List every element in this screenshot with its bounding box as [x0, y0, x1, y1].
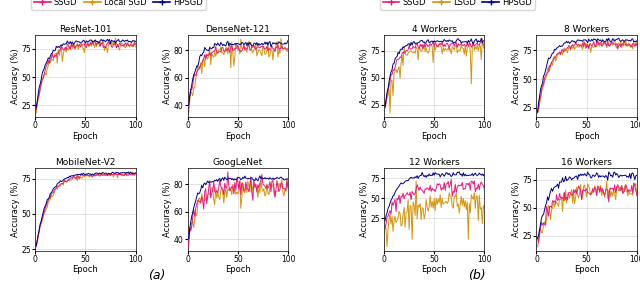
X-axis label: Epoch: Epoch — [72, 265, 98, 274]
Text: (a): (a) — [148, 269, 166, 282]
Legend: SSGD, LSGD, HPSGD: SSGD, LSGD, HPSGD — [380, 0, 534, 10]
X-axis label: Epoch: Epoch — [574, 265, 600, 274]
Y-axis label: Accuracy (%): Accuracy (%) — [163, 181, 172, 237]
Text: (b): (b) — [468, 269, 486, 282]
X-axis label: Epoch: Epoch — [225, 132, 251, 141]
Title: DenseNet-121: DenseNet-121 — [205, 25, 270, 34]
Title: 16 Workers: 16 Workers — [561, 158, 612, 167]
Y-axis label: Accuracy (%): Accuracy (%) — [360, 48, 369, 104]
X-axis label: Epoch: Epoch — [225, 265, 251, 274]
Title: MobileNet-V2: MobileNet-V2 — [55, 158, 116, 167]
X-axis label: Epoch: Epoch — [574, 132, 600, 141]
X-axis label: Epoch: Epoch — [421, 265, 447, 274]
Y-axis label: Accuracy (%): Accuracy (%) — [11, 181, 20, 237]
X-axis label: Epoch: Epoch — [72, 132, 98, 141]
Y-axis label: Accuracy (%): Accuracy (%) — [360, 181, 369, 237]
Y-axis label: Accuracy (%): Accuracy (%) — [512, 181, 521, 237]
Y-axis label: Accuracy (%): Accuracy (%) — [512, 48, 521, 104]
Title: GoogLeNet: GoogLeNet — [212, 158, 263, 167]
Legend: SSGD, Local SGD, HPSGD: SSGD, Local SGD, HPSGD — [31, 0, 205, 10]
X-axis label: Epoch: Epoch — [421, 132, 447, 141]
Title: 12 Workers: 12 Workers — [409, 158, 460, 167]
Title: 4 Workers: 4 Workers — [412, 25, 457, 34]
Y-axis label: Accuracy (%): Accuracy (%) — [11, 48, 20, 104]
Y-axis label: Accuracy (%): Accuracy (%) — [163, 48, 172, 104]
Title: 8 Workers: 8 Workers — [564, 25, 609, 34]
Title: ResNet-101: ResNet-101 — [59, 25, 111, 34]
